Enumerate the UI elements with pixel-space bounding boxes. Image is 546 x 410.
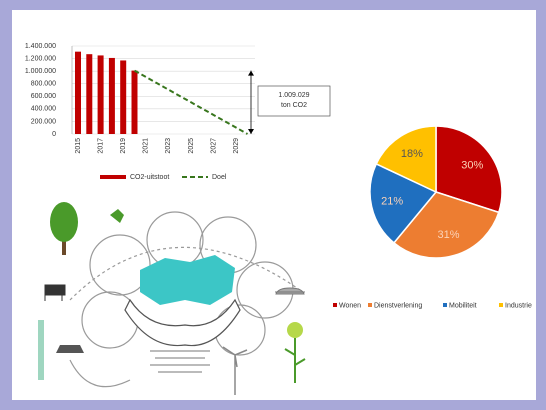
slice-label: 30%: [461, 160, 483, 172]
slice-label: 21%: [381, 196, 403, 208]
annotation-text: 1.009.029: [278, 92, 309, 99]
slice-label: 18%: [401, 148, 423, 160]
y-tick-label: 400.000: [31, 106, 56, 113]
x-tick-label: 2021: [143, 138, 150, 154]
x-tick-label: 2029: [233, 138, 240, 154]
bar: [108, 57, 115, 134]
y-tick-label: 1.000.000: [25, 68, 56, 75]
x-tick-label: 2027: [210, 138, 217, 154]
bar: [86, 54, 93, 134]
legend-swatch: [100, 175, 126, 179]
legend-swatch: [443, 303, 447, 307]
legend-label: Wonen: [339, 302, 361, 309]
pie-slice: [435, 125, 503, 214]
slice-label: 31%: [438, 229, 460, 241]
annotation-text: ton CO2: [281, 102, 307, 109]
y-tick-label: 0: [52, 131, 56, 138]
legend-label: CO2-uitstoot: [130, 174, 169, 181]
pie-slice: [392, 191, 500, 259]
pie-slice: [369, 162, 438, 244]
y-tick-label: 200.000: [31, 118, 56, 125]
x-tick-label: 2023: [165, 138, 172, 154]
legend-label: Industrie: [505, 302, 532, 309]
legend-label: Doel: [212, 174, 227, 181]
legend-swatch: [333, 303, 337, 307]
legend-label: Mobiliteit: [449, 302, 477, 309]
target-line: [134, 69, 248, 135]
x-tick-label: 2025: [188, 138, 195, 154]
legend-label: Dienstverlening: [374, 302, 422, 309]
y-tick-label: 1.200.000: [25, 55, 56, 62]
y-tick-label: 600.000: [31, 93, 56, 100]
y-tick-label: 800.000: [31, 81, 56, 88]
annotation-box: [257, 85, 331, 117]
bar: [75, 51, 81, 134]
illustration: [38, 202, 306, 395]
y-tick-label: 1.400.000: [25, 43, 56, 50]
x-tick-label: 2019: [120, 138, 127, 154]
bar: [131, 70, 138, 134]
bar: [97, 55, 104, 134]
legend-swatch: [499, 303, 503, 307]
legend-swatch: [368, 303, 372, 307]
pie-slice: [375, 125, 437, 194]
x-tick-label: 2017: [97, 138, 104, 154]
bar: [120, 60, 127, 135]
x-tick-label: 2015: [75, 138, 82, 154]
